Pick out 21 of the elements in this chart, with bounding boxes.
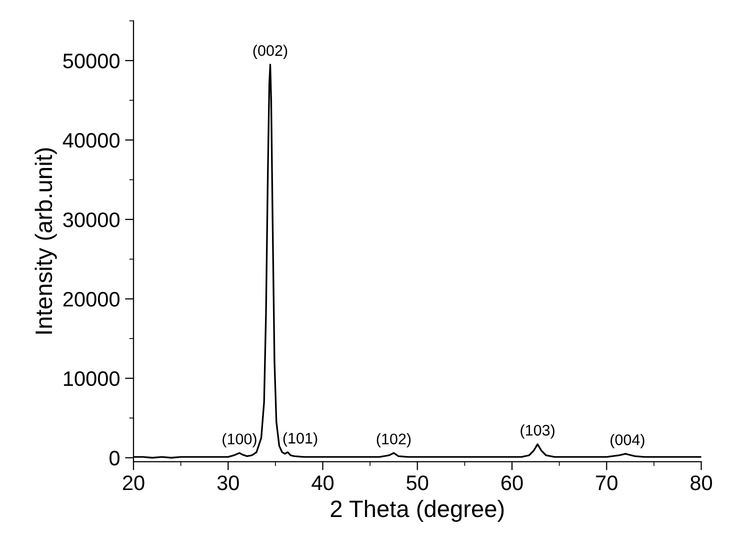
- y-tick-label: 50000: [63, 54, 120, 68]
- annotation: (002): [253, 44, 288, 59]
- x-axis-title: 2 Theta (degree): [330, 500, 504, 522]
- y-tick-label: 40000: [62, 133, 120, 148]
- y-axis-title: Intensity (arb.unit): [34, 148, 57, 334]
- x-tick-label: 30: [217, 475, 239, 490]
- annotation: (004): [610, 434, 644, 448]
- y-tick-label: 0: [110, 450, 120, 466]
- annotation: (101): [283, 432, 318, 447]
- x-tick-label: 40: [312, 475, 334, 490]
- x-tick-label: 60: [501, 475, 523, 490]
- y-tick-label: 10000: [64, 371, 120, 386]
- y-tick-label: 30000: [63, 212, 120, 228]
- x-tick-label: 70: [596, 475, 618, 490]
- annotation: (100): [222, 433, 256, 448]
- annotation: (102): [376, 433, 411, 448]
- x-tick-label: 50: [406, 475, 428, 490]
- y-tick-label: 20000: [63, 292, 120, 307]
- x-tick-label: 80: [690, 475, 712, 490]
- x-tick-label: 20: [122, 475, 144, 490]
- annotation: (103): [520, 424, 554, 439]
